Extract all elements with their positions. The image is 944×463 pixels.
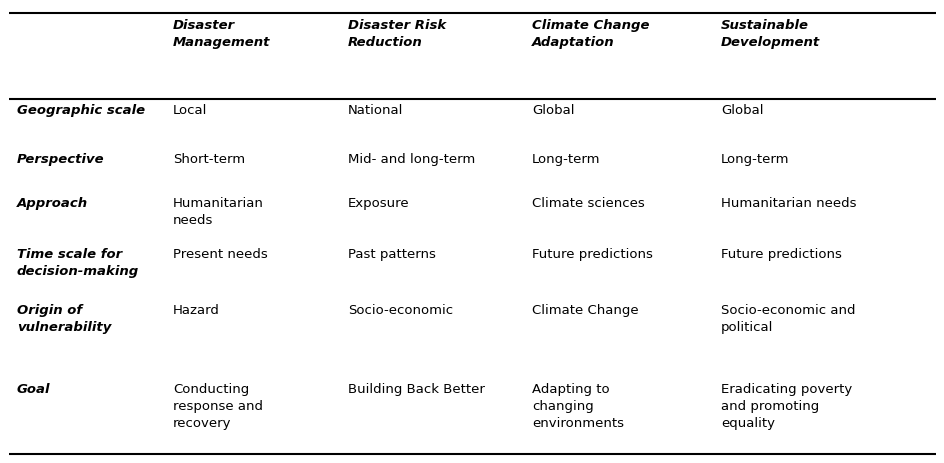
Text: Future predictions: Future predictions — [531, 248, 652, 261]
Text: Local: Local — [173, 104, 207, 117]
Text: Exposure: Exposure — [347, 197, 409, 210]
Text: Time scale for
decision-making: Time scale for decision-making — [17, 248, 139, 278]
Text: Approach: Approach — [17, 197, 88, 210]
Text: Socio-economic: Socio-economic — [347, 303, 452, 316]
Text: Present needs: Present needs — [173, 248, 267, 261]
Text: Climate Change
Adaptation: Climate Change Adaptation — [531, 19, 649, 49]
Text: Global: Global — [531, 104, 574, 117]
Text: Future predictions: Future predictions — [720, 248, 841, 261]
Text: Disaster Risk
Reduction: Disaster Risk Reduction — [347, 19, 446, 49]
Text: Disaster
Management: Disaster Management — [173, 19, 270, 49]
Text: Building Back Better: Building Back Better — [347, 382, 484, 395]
Text: Long-term: Long-term — [720, 153, 788, 166]
Text: Past patterns: Past patterns — [347, 248, 435, 261]
Text: Eradicating poverty
and promoting
equality: Eradicating poverty and promoting equali… — [720, 382, 851, 429]
Text: Climate Change: Climate Change — [531, 303, 638, 316]
Text: Humanitarian
needs: Humanitarian needs — [173, 197, 263, 227]
Text: Perspective: Perspective — [17, 153, 105, 166]
Text: Short-term: Short-term — [173, 153, 244, 166]
Text: Long-term: Long-term — [531, 153, 599, 166]
Text: Sustainable
Development: Sustainable Development — [720, 19, 819, 49]
Text: Origin of
vulnerability: Origin of vulnerability — [17, 303, 111, 333]
Text: Global: Global — [720, 104, 763, 117]
Text: Conducting
response and
recovery: Conducting response and recovery — [173, 382, 262, 429]
Text: Humanitarian needs: Humanitarian needs — [720, 197, 855, 210]
Text: Geographic scale: Geographic scale — [17, 104, 145, 117]
Text: Adapting to
changing
environments: Adapting to changing environments — [531, 382, 623, 429]
Text: Hazard: Hazard — [173, 303, 220, 316]
Text: Goal: Goal — [17, 382, 50, 395]
Text: Socio-economic and
political: Socio-economic and political — [720, 303, 854, 333]
Text: Climate sciences: Climate sciences — [531, 197, 644, 210]
Text: Mid- and long-term: Mid- and long-term — [347, 153, 475, 166]
Text: National: National — [347, 104, 403, 117]
